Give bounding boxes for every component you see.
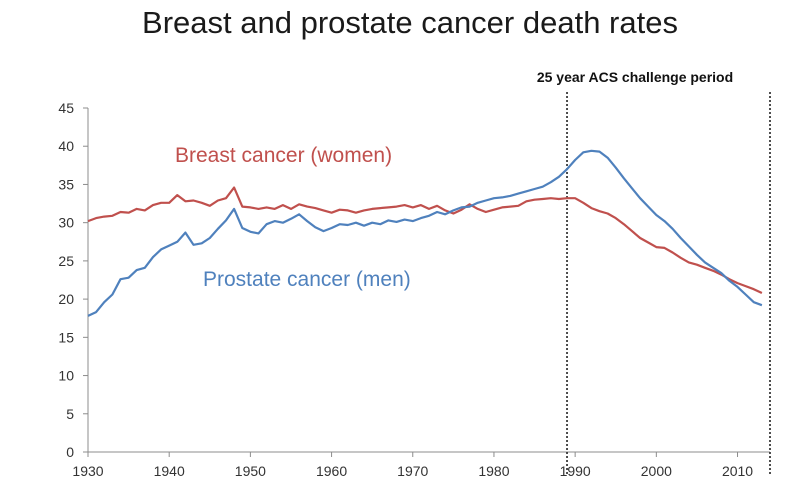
x-tick-label: 1980 (478, 463, 509, 479)
x-tick-label: 1930 (72, 463, 103, 479)
y-tick-label: 20 (58, 291, 74, 307)
x-ticks: 1930 1940 1950 1960 1970 1980 1990 2000 2010 (72, 452, 753, 479)
y-tick-label: 10 (58, 368, 74, 384)
x-tick-label: 1970 (397, 463, 428, 479)
y-tick-label: 25 (58, 253, 74, 269)
y-tick-label: 45 (58, 100, 74, 116)
challenge-period (566, 92, 771, 476)
chart-title: Breast and prostate cancer death rates (142, 5, 678, 40)
x-tick-label: 2000 (641, 463, 672, 479)
breast-cancer-line (87, 186, 763, 294)
x-tick-label: 2010 (722, 463, 753, 479)
y-tick-label: 15 (58, 329, 74, 345)
series-lines (87, 149, 763, 317)
y-tick-label: 35 (58, 176, 74, 192)
prostate-cancer-line (87, 149, 763, 317)
y-tick-label: 40 (58, 138, 74, 154)
y-ticks: 0 5 10 15 20 25 30 35 40 45 (58, 100, 88, 460)
y-tick-label: 0 (66, 444, 74, 460)
series-label-breast: Breast cancer (women) (175, 144, 392, 167)
y-tick-label: 5 (66, 406, 74, 422)
x-tick-label: 1940 (154, 463, 185, 479)
x-tick-label: 1960 (316, 463, 347, 479)
x-tick-label: 1950 (235, 463, 266, 479)
x-tick-label: 1990 (560, 463, 591, 479)
y-tick-label: 30 (58, 215, 74, 231)
challenge-period-label: 25 year ACS challenge period (537, 69, 733, 85)
series-label-prostate: Prostate cancer (men) (203, 268, 411, 291)
